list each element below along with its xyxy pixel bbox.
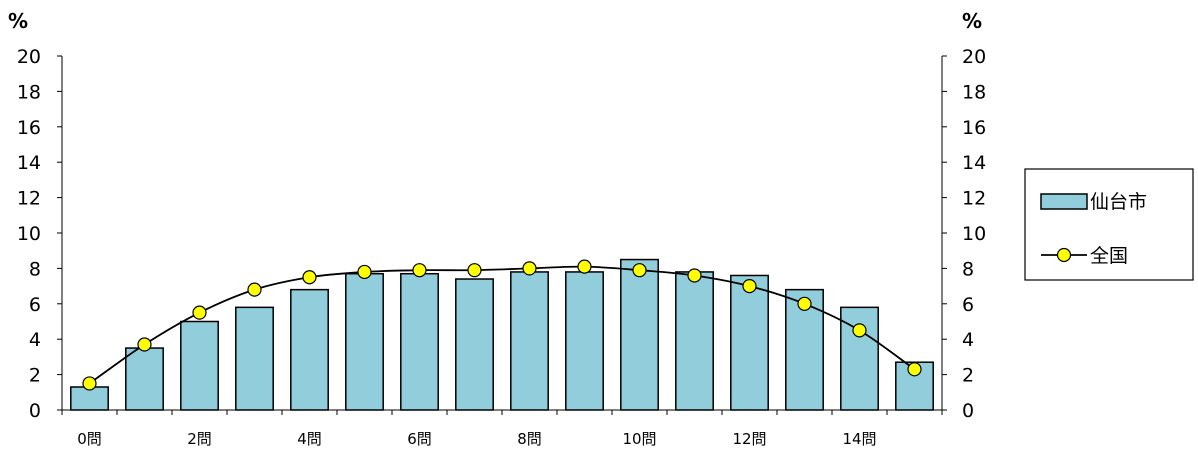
bar — [400, 272, 439, 411]
line-point — [522, 261, 537, 276]
bar — [125, 347, 164, 411]
line-point — [632, 263, 647, 278]
y-tick-label-right: 16 — [962, 117, 986, 139]
line-point — [82, 376, 97, 391]
y-tick-label-left: 2 — [29, 365, 41, 387]
y-axis-right: 0 2 4 6 8 10 12 14 16 18 20 — [941, 46, 986, 422]
y-tick-label-right: 14 — [962, 152, 986, 174]
x-tick-label: 12問 — [732, 430, 766, 448]
bar — [730, 274, 769, 411]
line-point — [192, 305, 207, 320]
y-tick-label-right: 8 — [962, 258, 974, 280]
legend-label-bar: 仙台市 — [1090, 191, 1147, 213]
y-tick-label-left: 10 — [17, 223, 41, 245]
bar — [290, 288, 329, 411]
bar — [180, 320, 219, 411]
bar — [565, 271, 604, 411]
line-point — [742, 279, 757, 294]
y-tick-label-left: 16 — [17, 117, 41, 139]
legend-box — [1024, 168, 1194, 281]
bar-series — [70, 258, 934, 411]
bar — [455, 278, 494, 411]
line-point — [797, 296, 812, 311]
x-tick-label: 0問 — [77, 430, 102, 448]
y-tick-label-left: 20 — [17, 46, 41, 68]
y-tick-label-right: 6 — [962, 294, 974, 316]
bar — [675, 271, 714, 411]
legend-swatch-bar — [1040, 193, 1088, 210]
x-tick-label: 8問 — [517, 430, 542, 448]
line-point — [467, 263, 482, 278]
y-tick-label-left: 4 — [29, 329, 41, 351]
y-tick-label-left: 6 — [29, 294, 41, 316]
line-point — [852, 323, 867, 338]
y-tick-label-right: 10 — [962, 223, 986, 245]
line-point — [907, 362, 922, 377]
line-point — [247, 282, 262, 297]
y-tick-label-right: 4 — [962, 329, 974, 351]
y-tick-label-right: 0 — [962, 400, 974, 422]
bar — [235, 306, 274, 411]
y-tick-label-left: 14 — [17, 152, 41, 174]
line-point — [412, 263, 427, 278]
legend-label-line: 全国 — [1090, 245, 1128, 267]
x-tick-label: 4問 — [297, 430, 322, 448]
x-axis: 0問 2問 4問 6問 8問 10問 12問 14問 — [61, 409, 943, 448]
bar — [620, 258, 659, 411]
x-tick-label: 14問 — [842, 430, 876, 448]
legend-swatch-marker — [1056, 247, 1072, 263]
line-point — [137, 337, 152, 352]
y-tick-label-left: 18 — [17, 81, 41, 103]
x-tick-label: 2問 — [187, 430, 212, 448]
line-series — [82, 259, 922, 391]
y-tick-label-left: 8 — [29, 258, 41, 280]
y-tick-label-right: 20 — [962, 46, 986, 68]
bar — [345, 272, 384, 411]
bar — [510, 271, 549, 411]
legend: 仙台市 全国 — [1024, 168, 1194, 281]
y-tick-label-left: 0 — [29, 400, 41, 422]
y-tick-label-right: 12 — [962, 188, 986, 210]
line-point — [357, 264, 372, 280]
x-tick-label: 6問 — [407, 430, 432, 448]
line-path — [88, 265, 916, 385]
y-unit-right: % — [962, 9, 982, 33]
y-tick-label-left: 12 — [17, 188, 41, 210]
y-unit-left: % — [8, 9, 28, 33]
x-tick-label: 10問 — [622, 430, 656, 448]
line-point — [687, 268, 702, 283]
y-tick-label-right: 18 — [962, 81, 986, 103]
line-point — [577, 259, 592, 274]
y-tick-label-right: 2 — [962, 365, 974, 387]
line-point — [302, 270, 317, 285]
y-axis-left: 0 2 4 6 8 10 12 14 16 18 20 — [17, 46, 63, 422]
